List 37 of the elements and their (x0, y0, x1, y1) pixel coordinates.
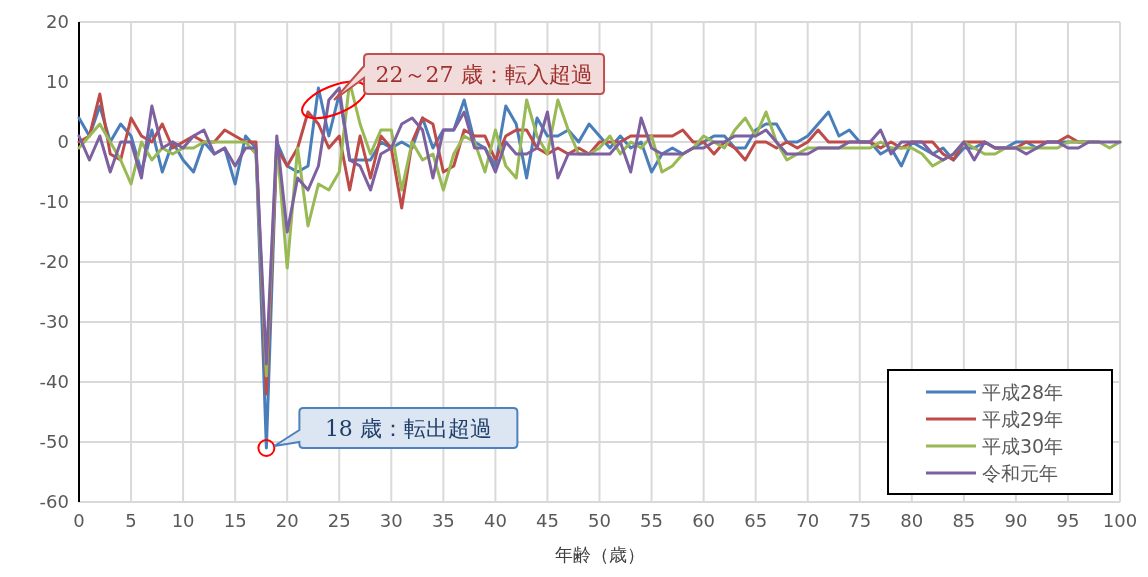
x-tick-label: 5 (125, 510, 137, 531)
x-tick-label: 0 (73, 510, 85, 531)
x-tick-label: 80 (900, 510, 924, 531)
y-tick-label: 0 (57, 131, 69, 152)
x-tick-label: 40 (483, 510, 507, 531)
x-tick-label: 10 (171, 510, 195, 531)
legend-label: 令和元年 (982, 462, 1058, 484)
x-axis-title: 年齢（歳） (554, 544, 645, 565)
x-tick-label: 55 (640, 510, 663, 531)
x-tick-label: 70 (796, 510, 820, 531)
x-tick-label: 100 (1102, 510, 1138, 531)
x-tick-label: 90 (1004, 510, 1028, 531)
x-tick-label: 60 (692, 510, 716, 531)
y-tick-label: -50 (39, 431, 69, 452)
y-tick-label: -20 (39, 251, 69, 272)
x-tick-label: 15 (223, 510, 247, 531)
y-tick-label: -30 (39, 311, 69, 332)
x-tick-label: 25 (327, 510, 351, 531)
legend-label: 平成29年 (982, 408, 1064, 430)
y-tick-label: 20 (46, 11, 69, 32)
x-tick-label: 50 (588, 510, 611, 531)
legend-label: 平成28年 (982, 381, 1064, 403)
annotation: 18 歳：転出超過 (324, 416, 492, 441)
x-tick-label: 30 (379, 510, 403, 531)
x-tick-label: 35 (431, 510, 455, 531)
x-tick-label: 20 (275, 510, 299, 531)
annotation: 22～27 歳：転入超過 (375, 62, 593, 87)
x-tick-label: 65 (744, 510, 768, 531)
y-tick-label: 10 (46, 71, 69, 92)
x-tick-label: 85 (952, 510, 976, 531)
legend-label: 平成30年 (982, 435, 1064, 457)
y-tick-label: -10 (39, 191, 69, 212)
x-tick-label: 95 (1056, 510, 1080, 531)
x-tick-label: 45 (536, 510, 559, 531)
y-tick-label: -40 (39, 371, 69, 392)
y-tick-label: -60 (39, 491, 69, 512)
x-tick-label: 75 (848, 510, 872, 531)
